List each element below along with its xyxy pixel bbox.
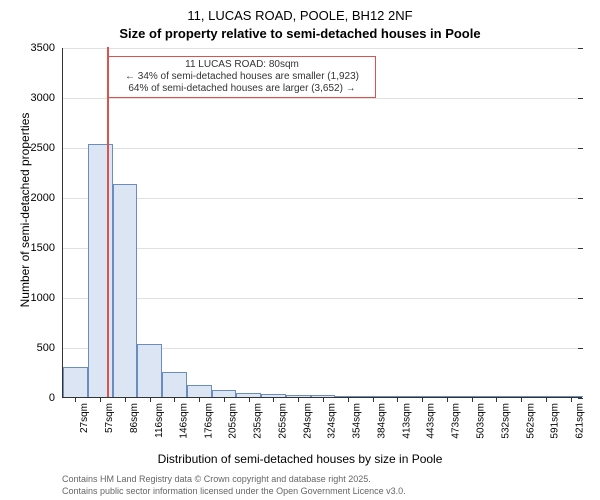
x-tick-mark bbox=[273, 397, 274, 402]
x-tick-mark bbox=[125, 397, 126, 402]
y-tick-label: 3000 bbox=[31, 92, 55, 104]
annotation-line-2: ← 34% of semi-detached houses are smalle… bbox=[115, 71, 369, 83]
y-tick-label: 2000 bbox=[31, 192, 55, 204]
x-tick-label: 57sqm bbox=[104, 403, 115, 433]
x-tick-mark bbox=[174, 397, 175, 402]
y-tick-mark bbox=[578, 148, 583, 149]
x-tick-label: 86sqm bbox=[129, 403, 140, 433]
plot-area: 050010001500200025003000350027sqm57sqm86… bbox=[62, 48, 582, 398]
chart-title-line1: 11, LUCAS ROAD, POOLE, BH12 2NF bbox=[0, 8, 600, 23]
y-axis-label: Number of semi-detached properties bbox=[18, 40, 32, 380]
credits-line-1: Contains HM Land Registry data © Crown c… bbox=[62, 474, 406, 486]
gridline bbox=[63, 248, 582, 249]
x-tick-label: 205sqm bbox=[228, 403, 239, 439]
x-tick-mark bbox=[348, 397, 349, 402]
x-tick-label: 146sqm bbox=[178, 403, 189, 439]
x-tick-label: 443sqm bbox=[426, 403, 437, 439]
histogram-bar bbox=[113, 184, 138, 397]
annotation-line-3: 64% of semi-detached houses are larger (… bbox=[115, 83, 369, 95]
y-tick-mark bbox=[578, 348, 583, 349]
gridline bbox=[63, 148, 582, 149]
marker-line bbox=[107, 47, 109, 397]
y-tick-label: 0 bbox=[49, 392, 55, 404]
credits-line-2: Contains public sector information licen… bbox=[62, 486, 406, 498]
x-tick-label: 27sqm bbox=[79, 403, 90, 433]
y-tick-mark bbox=[578, 298, 583, 299]
x-tick-mark bbox=[496, 397, 497, 402]
credits: Contains HM Land Registry data © Crown c… bbox=[62, 474, 406, 497]
x-tick-mark bbox=[422, 397, 423, 402]
x-tick-mark bbox=[397, 397, 398, 402]
x-tick-label: 473sqm bbox=[451, 403, 462, 439]
x-tick-label: 532sqm bbox=[500, 403, 511, 439]
x-tick-mark bbox=[571, 397, 572, 402]
x-tick-mark bbox=[199, 397, 200, 402]
histogram-bar bbox=[212, 390, 237, 397]
x-tick-mark bbox=[323, 397, 324, 402]
y-tick-label: 500 bbox=[37, 342, 55, 354]
gridline bbox=[63, 198, 582, 199]
x-tick-mark bbox=[224, 397, 225, 402]
y-tick-label: 3500 bbox=[31, 42, 55, 54]
x-tick-mark bbox=[447, 397, 448, 402]
y-tick-mark bbox=[578, 248, 583, 249]
y-tick-label: 2500 bbox=[31, 142, 55, 154]
annotation-box: 11 LUCAS ROAD: 80sqm ← 34% of semi-detac… bbox=[108, 56, 376, 98]
annotation-line-1: 11 LUCAS ROAD: 80sqm bbox=[115, 59, 369, 71]
x-tick-mark bbox=[546, 397, 547, 402]
x-axis-label: Distribution of semi-detached houses by … bbox=[0, 452, 600, 466]
histogram-bar bbox=[63, 367, 88, 397]
x-tick-label: 324sqm bbox=[327, 403, 338, 439]
x-tick-label: 413sqm bbox=[401, 403, 412, 439]
gridline bbox=[63, 298, 582, 299]
y-tick-mark bbox=[578, 398, 583, 399]
x-tick-label: 562sqm bbox=[525, 403, 536, 439]
x-tick-mark bbox=[298, 397, 299, 402]
x-tick-mark bbox=[150, 397, 151, 402]
x-tick-label: 621sqm bbox=[575, 403, 586, 439]
histogram-bar bbox=[162, 372, 187, 397]
x-tick-mark bbox=[100, 397, 101, 402]
x-tick-mark bbox=[521, 397, 522, 402]
y-tick-mark bbox=[578, 98, 583, 99]
y-tick-label: 1500 bbox=[31, 242, 55, 254]
x-tick-label: 176sqm bbox=[203, 403, 214, 439]
x-tick-label: 265sqm bbox=[277, 403, 288, 439]
histogram-bar bbox=[88, 144, 113, 397]
x-tick-label: 235sqm bbox=[253, 403, 264, 439]
x-tick-mark bbox=[249, 397, 250, 402]
x-tick-label: 384sqm bbox=[377, 403, 388, 439]
y-tick-mark bbox=[578, 48, 583, 49]
x-tick-label: 294sqm bbox=[302, 403, 313, 439]
x-tick-mark bbox=[472, 397, 473, 402]
x-tick-mark bbox=[75, 397, 76, 402]
x-tick-label: 503sqm bbox=[476, 403, 487, 439]
x-tick-label: 591sqm bbox=[550, 403, 561, 439]
x-tick-mark bbox=[373, 397, 374, 402]
x-tick-label: 354sqm bbox=[352, 403, 363, 439]
x-tick-label: 116sqm bbox=[154, 403, 165, 438]
y-tick-label: 1000 bbox=[31, 292, 55, 304]
gridline bbox=[63, 98, 582, 99]
chart-title-line2: Size of property relative to semi-detach… bbox=[0, 26, 600, 41]
gridline bbox=[63, 48, 582, 49]
histogram-bar bbox=[137, 344, 162, 397]
histogram-bar bbox=[187, 385, 212, 397]
y-tick-mark bbox=[578, 198, 583, 199]
